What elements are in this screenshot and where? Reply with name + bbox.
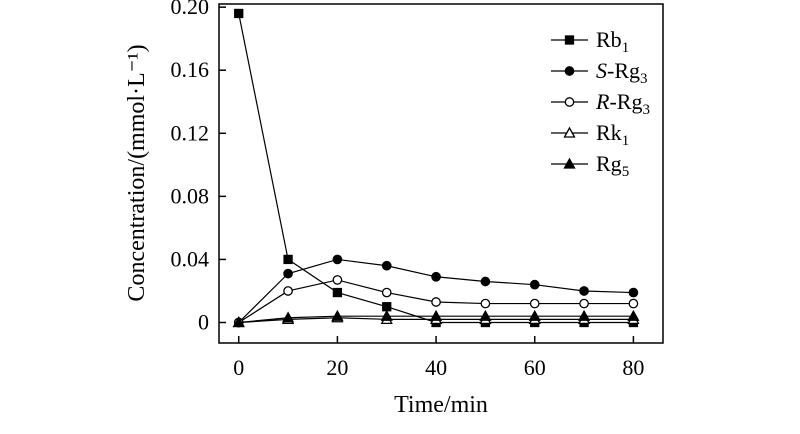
data-point bbox=[382, 302, 392, 312]
data-point bbox=[281, 311, 295, 323]
legend-label-subscript: 1 bbox=[622, 40, 630, 56]
data-point bbox=[429, 309, 443, 321]
data-point bbox=[479, 309, 492, 321]
data-point bbox=[331, 309, 344, 321]
legend-label: Rb1 bbox=[596, 27, 629, 56]
legend-label: Rg5 bbox=[596, 151, 629, 180]
legend-marker bbox=[564, 97, 575, 107]
x-tick-label: 40 bbox=[425, 355, 447, 380]
y-tick-label: 0 bbox=[198, 310, 209, 335]
data-point bbox=[283, 286, 293, 296]
data-point bbox=[579, 298, 589, 309]
x-tick-label: 60 bbox=[524, 355, 546, 380]
legend-item: R-Rg3 bbox=[551, 89, 650, 118]
legend-label: Rk1 bbox=[596, 120, 629, 149]
legend-marker bbox=[564, 35, 575, 45]
data-point bbox=[381, 260, 392, 271]
legend-item: S-Rg3 bbox=[551, 58, 648, 87]
data-point bbox=[283, 268, 293, 279]
data-point bbox=[480, 276, 491, 287]
data-point bbox=[381, 287, 392, 298]
data-point bbox=[283, 254, 293, 265]
legend-label-main: Rk bbox=[596, 120, 622, 145]
legend-label-main: Rb bbox=[596, 27, 622, 52]
data-point bbox=[232, 316, 245, 328]
x-axis-title: Time/min bbox=[394, 392, 488, 418]
legend-item: Rg5 bbox=[551, 151, 629, 180]
data-point bbox=[627, 309, 640, 321]
y-axis-title: Concentration/(mmol·L⁻¹) bbox=[124, 44, 150, 301]
data-point bbox=[431, 297, 441, 307]
data-point bbox=[431, 271, 441, 282]
x-tick-label: 80 bbox=[622, 355, 644, 380]
legend-label-subscript: 5 bbox=[622, 164, 630, 180]
data-point bbox=[628, 287, 639, 298]
x-tick-label: 0 bbox=[233, 355, 244, 380]
x-axis: 0 20 40 60 80 bbox=[233, 336, 644, 380]
data-point bbox=[332, 254, 343, 265]
data-point bbox=[234, 8, 244, 19]
data-point bbox=[480, 298, 491, 309]
data-point bbox=[579, 286, 589, 296]
y-tick-label: 0.12 bbox=[171, 120, 210, 145]
data-point bbox=[577, 309, 591, 321]
legend-label-subscript: 1 bbox=[622, 133, 630, 149]
y-tick-label: 0.20 bbox=[171, 0, 210, 19]
series-R-Rg3 bbox=[233, 275, 639, 328]
data-point bbox=[380, 309, 393, 321]
y-tick-label: 0.16 bbox=[171, 57, 210, 82]
legend-label-subscript: 3 bbox=[640, 71, 648, 87]
legend-label: S-Rg3 bbox=[596, 58, 648, 87]
x-tick-label: 20 bbox=[326, 355, 348, 380]
legend-label-rest: -Rg bbox=[609, 89, 642, 114]
data-point bbox=[332, 287, 343, 298]
legend-label-italic: S bbox=[596, 58, 607, 83]
legend-label: R-Rg3 bbox=[595, 89, 650, 118]
legend-label-subscript: 3 bbox=[642, 102, 650, 118]
y-axis: 0 0.04 0.08 0.12 0.16 0.20 bbox=[171, 0, 226, 335]
data-point bbox=[529, 279, 540, 290]
data-point bbox=[332, 275, 343, 285]
legend-marker bbox=[563, 157, 576, 169]
legend-item: Rk1 bbox=[551, 120, 629, 149]
data-point bbox=[528, 309, 541, 321]
series-Rg5 bbox=[232, 309, 640, 328]
legend-label-italic: R bbox=[595, 89, 610, 114]
data-point bbox=[628, 298, 639, 309]
legend-marker bbox=[564, 66, 575, 76]
plot-frame bbox=[218, 3, 664, 344]
legend-marker bbox=[563, 126, 576, 138]
legend-label-rest: -Rg bbox=[607, 58, 640, 83]
y-tick-label: 0.08 bbox=[171, 183, 210, 208]
y-tick-label: 0.04 bbox=[171, 246, 210, 271]
legend-label-main: Rg bbox=[596, 151, 622, 176]
series-layer bbox=[232, 8, 640, 328]
legend-item: Rb1 bbox=[551, 27, 629, 56]
data-point bbox=[529, 298, 540, 309]
